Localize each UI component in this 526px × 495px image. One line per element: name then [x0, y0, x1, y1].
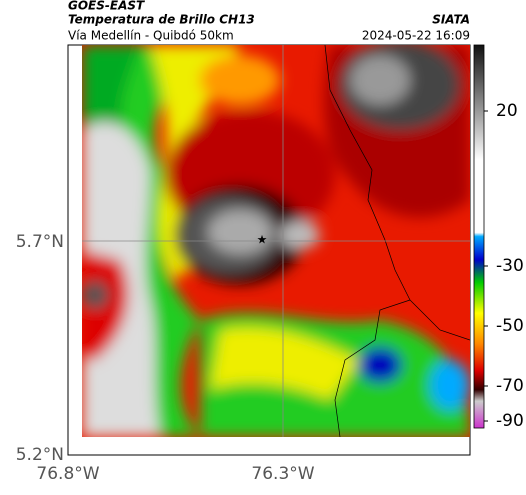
brightness-image: ★	[82, 45, 470, 437]
lon-label: 76.3°W	[251, 464, 314, 484]
colorbar-tick-label: 20	[496, 101, 518, 121]
datetime: 2024-05-22 16:09	[362, 29, 470, 43]
lat-label: 5.2°N	[16, 445, 64, 465]
colorbar-tick-label: -70	[496, 376, 524, 396]
colorbar-tick-label: -30	[496, 256, 524, 276]
agency: SIATA	[432, 13, 470, 27]
source: GOES-EAST	[68, 0, 145, 13]
colorbar-tick-label: -50	[496, 316, 524, 336]
title: Temperatura de Brillo CH13	[68, 13, 255, 27]
subtitle: Vía Medellín - Quibdó 50km	[68, 29, 234, 43]
lon-label: 76.8°W	[36, 464, 99, 484]
lat-label: 5.7°N	[16, 232, 64, 252]
colorbar-ticks	[484, 110, 488, 422]
svg-text:★: ★	[257, 233, 268, 247]
colorbar-tick-label: -90	[496, 411, 524, 431]
colorbar	[473, 44, 485, 429]
